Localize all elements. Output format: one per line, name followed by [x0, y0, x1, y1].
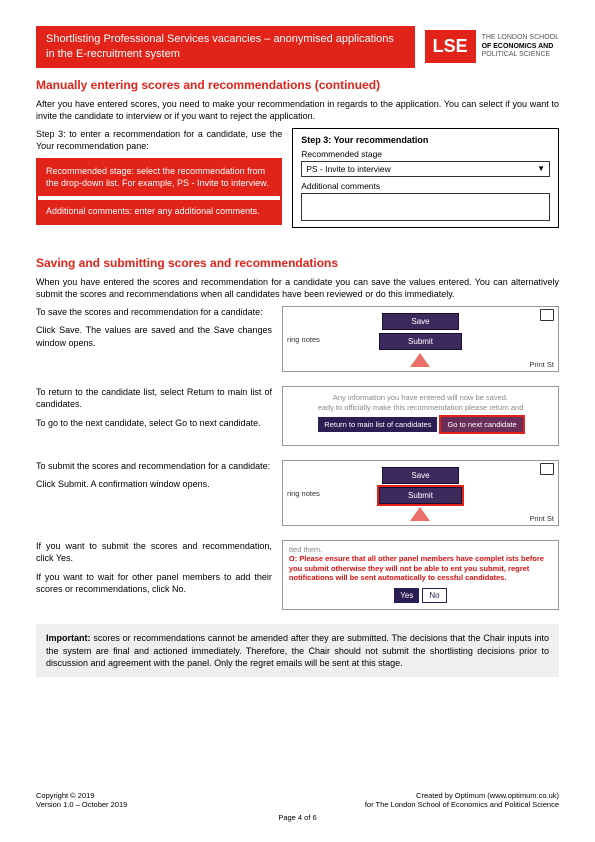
section1-two-col: Step 3: to enter a recommendation for a …	[36, 128, 559, 228]
save-button[interactable]: Save	[382, 467, 458, 484]
lse-logo: LSE THE LONDON SCHOOL OF ECONOMICS AND P…	[425, 26, 559, 68]
recommended-stage-dropdown[interactable]: PS - Invite to interview ▼	[301, 161, 550, 177]
page-footer: Copyright © 2019 Version 1.0 – October 2…	[36, 791, 559, 822]
go-next-button[interactable]: Go to next candidate	[441, 417, 522, 432]
page-header: Shortlisting Professional Services vacan…	[36, 26, 559, 68]
red-callout-box: Recommended stage: select the recommenda…	[36, 158, 282, 225]
red-callout-1: Recommended stage: select the recommenda…	[38, 160, 280, 195]
block3-text: To submit the scores and recommendation …	[36, 460, 272, 496]
page-number: Page 4 of 6	[36, 813, 559, 822]
block2: To return to the candidate list, select …	[36, 386, 559, 446]
block2-p1: To return to the candidate list, select …	[36, 386, 272, 410]
step3-screenshot: Step 3: Your recommendation Recommended …	[292, 128, 559, 228]
lse-logo-mark: LSE	[425, 30, 476, 63]
block3-p1: To submit the scores and recommendation …	[36, 460, 272, 472]
block2-p2: To go to the next candidate, select Go t…	[36, 417, 272, 429]
section1-intro: After you have entered scores, you need …	[36, 98, 559, 122]
block1-p1: To save the scores and recommendation fo…	[36, 306, 272, 318]
save-button[interactable]: Save	[382, 313, 458, 330]
block4-text: If you want to submit the scores and rec…	[36, 540, 272, 601]
section1-left: Step 3: to enter a recommendation for a …	[36, 128, 282, 228]
block3-p2: Click Submit. A confirmation window open…	[36, 478, 272, 490]
important-box: Important: scores or recommendations can…	[36, 624, 559, 676]
block2-screenshot: Any information you have entered will no…	[282, 386, 559, 446]
header-banner-text: Shortlisting Professional Services vacan…	[46, 33, 394, 60]
lse-logo-text: THE LONDON SCHOOL OF ECONOMICS AND POLIT…	[482, 34, 559, 59]
logo-line2: OF ECONOMICS AND	[482, 43, 559, 51]
step3-intro: Step 3: to enter a recommendation for a …	[36, 128, 282, 152]
block4-p2: If you want to wait for other panel memb…	[36, 571, 272, 595]
section2-title: Saving and submitting scores and recomme…	[36, 256, 559, 270]
footer-left: Copyright © 2019 Version 1.0 – October 2…	[36, 791, 127, 809]
step3-field1-label: Recommended stage	[301, 149, 550, 159]
block1-screenshot: Save Submit ring notes Print St	[282, 306, 559, 372]
arrow-icon	[410, 507, 430, 521]
block1: To save the scores and recommendation fo…	[36, 306, 559, 372]
step3-field2-label: Additional comments	[301, 181, 550, 191]
block2-text: To return to the candidate list, select …	[36, 386, 272, 434]
dialog-text: Any information you have entered will no…	[283, 387, 558, 417]
side-label: ring notes	[287, 489, 320, 498]
important-text: scores or recommendations cannot be amen…	[46, 633, 549, 667]
side-label: ring notes	[287, 335, 320, 344]
submit-button[interactable]: Submit	[379, 333, 462, 350]
section2-intro: When you have entered the scores and rec…	[36, 276, 559, 300]
submit-button[interactable]: Submit	[379, 487, 462, 504]
block4-screenshot: tted them. O: Please ensure that all oth…	[282, 540, 559, 610]
block4: If you want to submit the scores and rec…	[36, 540, 559, 610]
print-label: Print St	[529, 360, 554, 369]
section1-title: Manually entering scores and recommendat…	[36, 78, 559, 92]
yes-button[interactable]: Yes	[394, 588, 419, 603]
print-label: Print St	[529, 514, 554, 523]
step3-shot-title: Step 3: Your recommendation	[301, 135, 550, 145]
chevron-down-icon: ▼	[537, 164, 545, 173]
important-label: Important:	[46, 633, 91, 643]
block1-p2: Click Save. The values are saved and the…	[36, 324, 272, 348]
warn-line0: tted them.	[289, 545, 552, 554]
section1-right: Step 3: Your recommendation Recommended …	[292, 128, 559, 228]
block3-screenshot: Save Submit ring notes Print St	[282, 460, 559, 526]
block4-p1: If you want to submit the scores and rec…	[36, 540, 272, 564]
no-button[interactable]: No	[422, 588, 446, 603]
footer-right: Created by Optimum (www.optimum.co.uk) f…	[365, 791, 559, 809]
additional-comments-input[interactable]	[301, 193, 550, 221]
arrow-icon	[410, 353, 430, 367]
warning-text: O: Please ensure that all other panel me…	[289, 554, 552, 582]
logo-line1: THE LONDON SCHOOL	[482, 34, 559, 42]
return-button[interactable]: Return to main list of candidates	[318, 417, 437, 432]
block3: To submit the scores and recommendation …	[36, 460, 559, 526]
header-banner: Shortlisting Professional Services vacan…	[36, 26, 415, 68]
logo-line3: POLITICAL SCIENCE	[482, 51, 559, 59]
block1-text: To save the scores and recommendation fo…	[36, 306, 272, 354]
dropdown-value: PS - Invite to interview	[306, 164, 391, 174]
red-callout-2: Additional comments: enter any additiona…	[38, 200, 280, 224]
